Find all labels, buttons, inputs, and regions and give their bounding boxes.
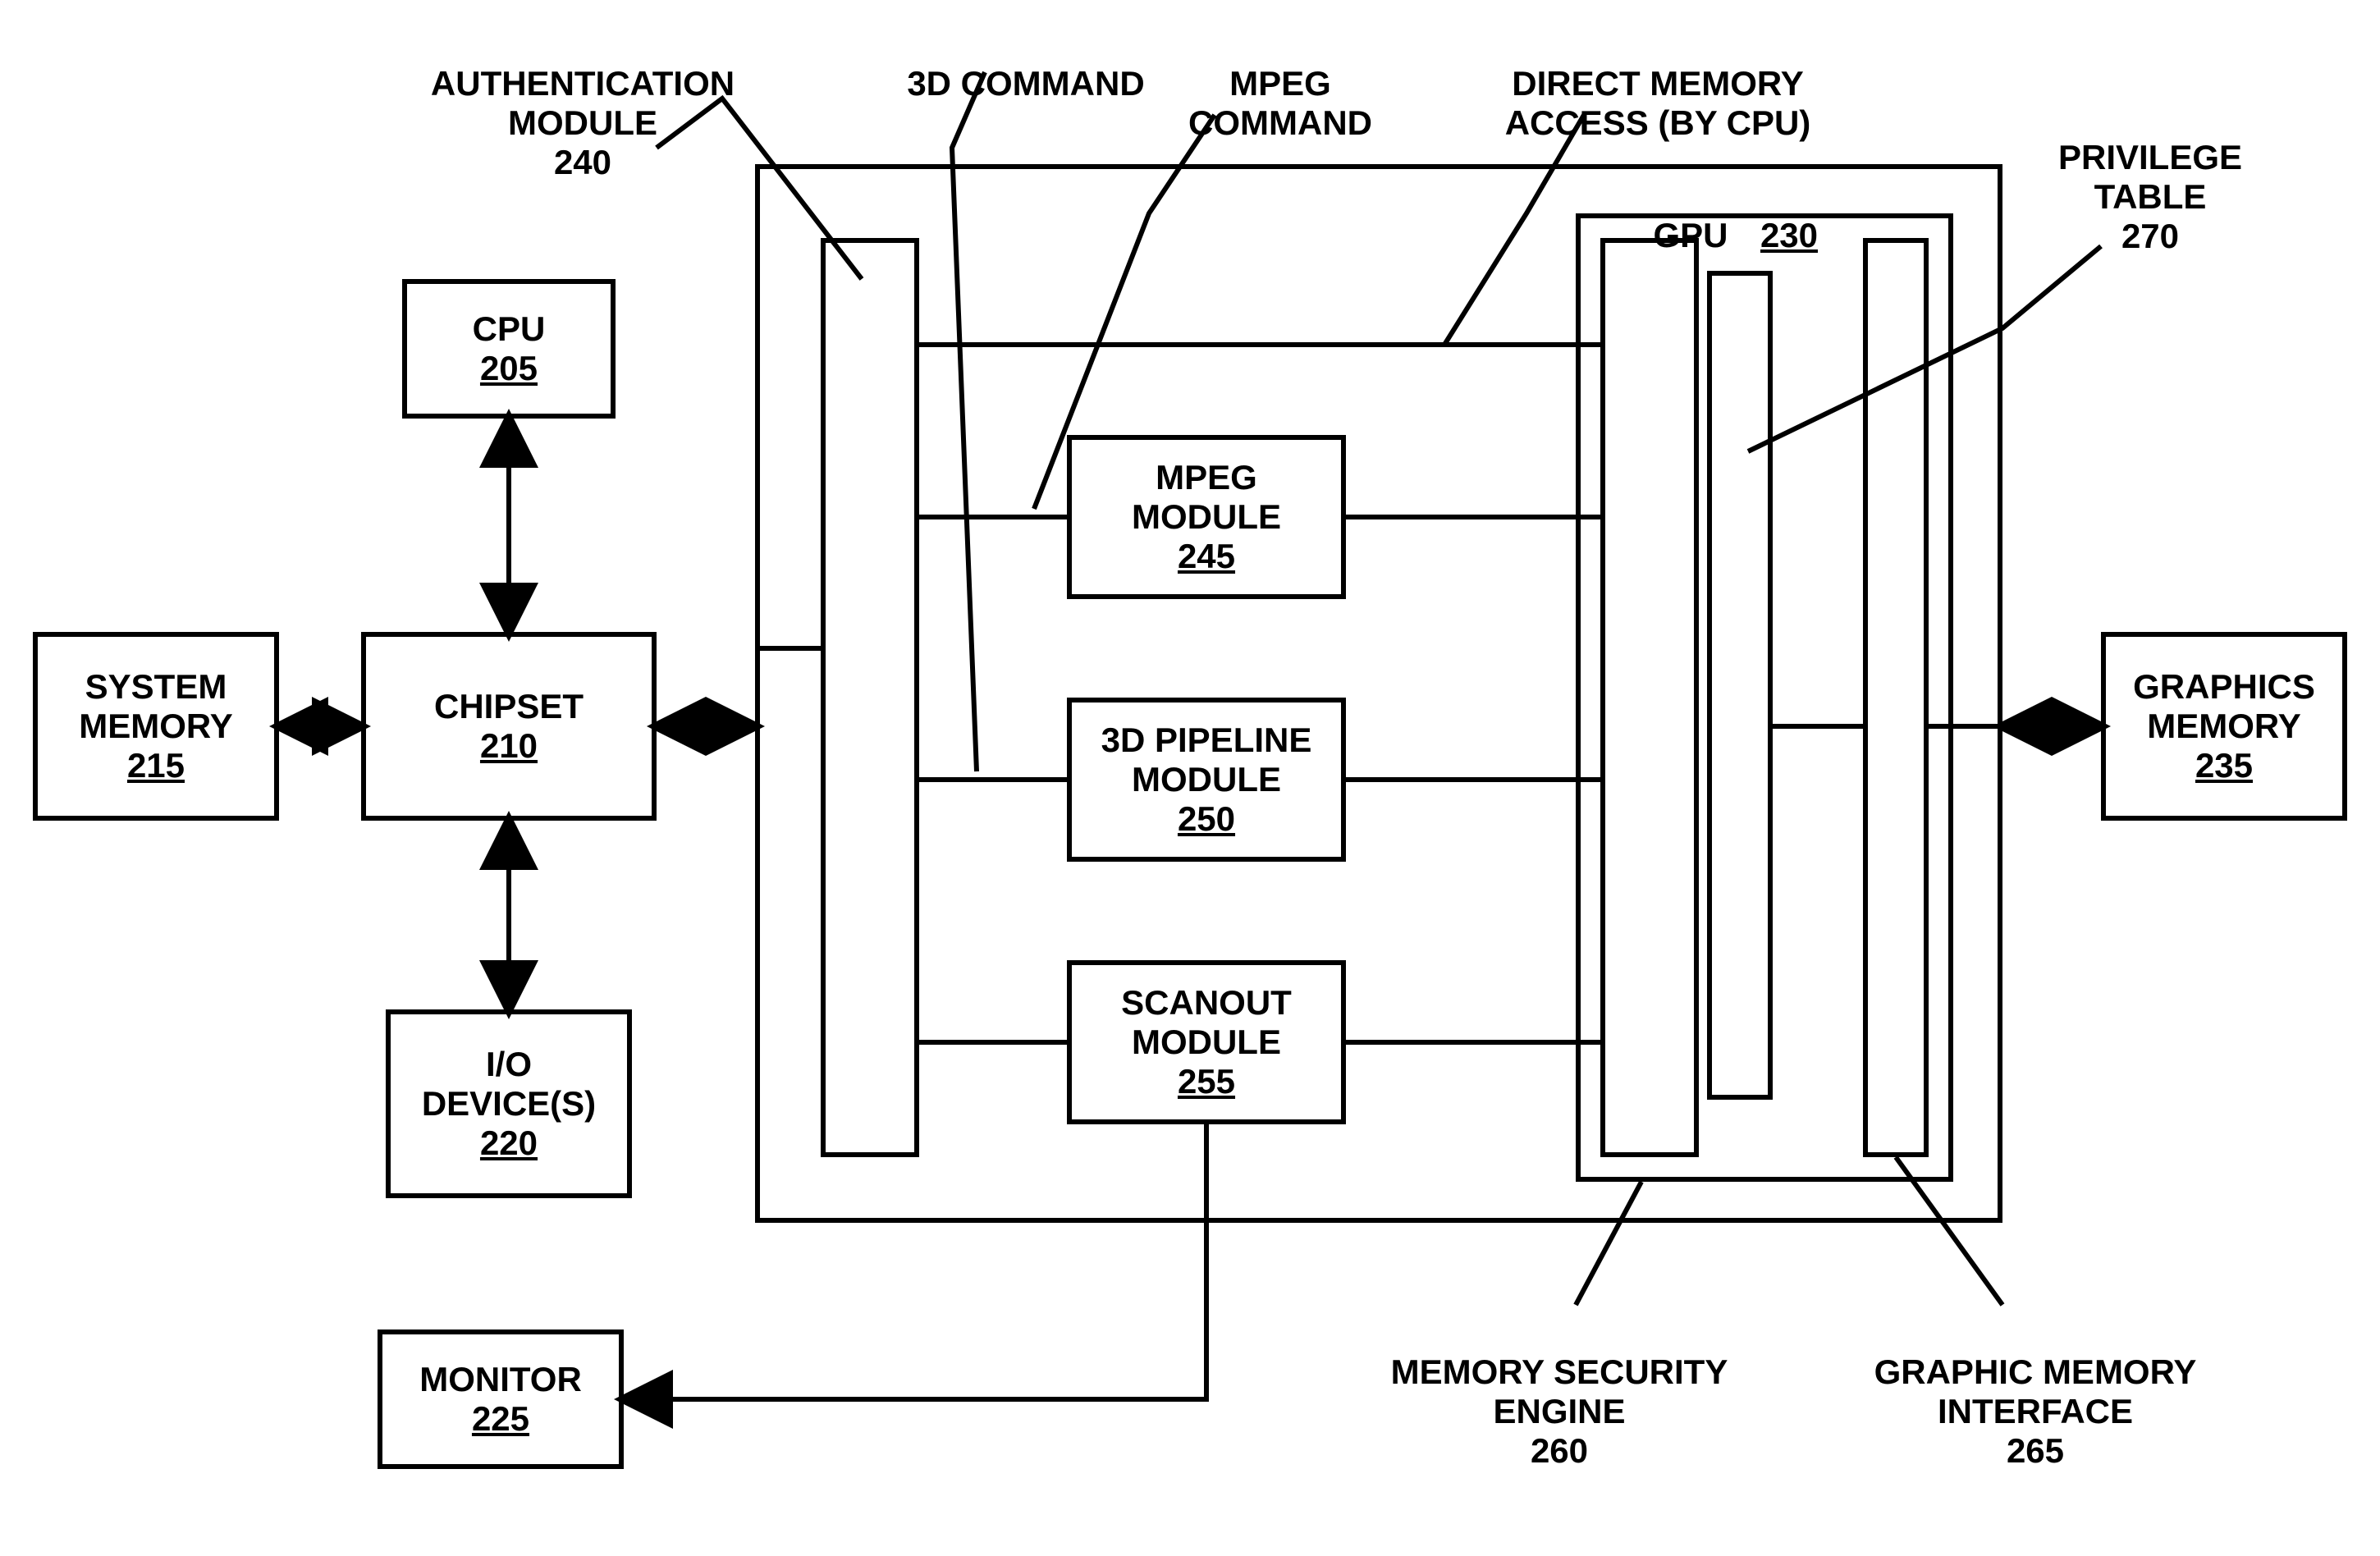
gmi-label: GRAPHIC MEMORY INTERFACE 265 xyxy=(1806,1313,2265,1471)
scanout-box: SCANOUT MODULE 255 xyxy=(1067,960,1346,1124)
pipe3d-title: 3D PIPELINE MODULE xyxy=(1101,721,1312,799)
privtbl-label: PRIVILEGE TABLE 270 xyxy=(2002,98,2298,256)
chipset-title: CHIPSET xyxy=(434,687,584,726)
gfxmem-num: 235 xyxy=(2195,746,2253,785)
privilege-table-bar xyxy=(1707,271,1773,1100)
dma-label-text: DIRECT MEMORY ACCESS (BY CPU) xyxy=(1505,64,1811,142)
monitor-title: MONITOR xyxy=(419,1360,582,1399)
sysmem-box: SYSTEM MEMORY 215 xyxy=(33,632,279,821)
monitor-box: MONITOR 225 xyxy=(378,1329,624,1469)
mse-bar xyxy=(1600,238,1699,1157)
gmi-label-text: GRAPHIC MEMORY INTERFACE 265 xyxy=(1874,1352,2197,1470)
gpu-num-label: 230 xyxy=(1748,176,1830,255)
cpu-title: CPU xyxy=(473,309,546,349)
monitor-num: 225 xyxy=(472,1399,529,1439)
mse-label-text: MEMORY SECURITY ENGINE 260 xyxy=(1391,1352,1728,1470)
privtbl-label-text: PRIVILEGE TABLE 270 xyxy=(2058,138,2242,255)
cmd3d-label-text: 3D COMMAND xyxy=(907,64,1144,103)
chipset-box: CHIPSET 210 xyxy=(361,632,657,821)
mpeg-box: MPEG MODULE 245 xyxy=(1067,435,1346,599)
pipe3d-num: 250 xyxy=(1178,799,1235,839)
gfxmem-box: GRAPHICS MEMORY 235 xyxy=(2101,632,2347,821)
mpeg-num: 245 xyxy=(1178,537,1235,576)
sysmem-title: SYSTEM MEMORY xyxy=(79,667,232,746)
cmd3d-label: 3D COMMAND xyxy=(862,25,1190,103)
auth-label-text: AUTHENTICATION MODULE 240 xyxy=(431,64,735,181)
io-title: I/O DEVICE(S) xyxy=(422,1045,596,1124)
gpu-num-text: 230 xyxy=(1760,216,1818,254)
gmi-bar xyxy=(1863,238,1929,1157)
mse-label: MEMORY SECURITY ENGINE 260 xyxy=(1330,1313,1789,1471)
mpeg-title: MPEG MODULE xyxy=(1132,458,1281,537)
auth-label: AUTHENTICATION MODULE 240 xyxy=(353,25,812,182)
chipset-num: 210 xyxy=(480,726,538,766)
cpu-num: 205 xyxy=(480,349,538,388)
cpu-box: CPU 205 xyxy=(402,279,616,419)
io-num: 220 xyxy=(480,1124,538,1163)
pipe3d-box: 3D PIPELINE MODULE 250 xyxy=(1067,698,1346,862)
sysmem-num: 215 xyxy=(127,746,185,785)
gfxmem-title: GRAPHICS MEMORY xyxy=(2133,667,2315,746)
cmdmpeg-label-text: MPEG COMMAND xyxy=(1188,64,1372,142)
gpu-label-text: GPU xyxy=(1653,216,1728,254)
dma-label: DIRECT MEMORY ACCESS (BY CPU) xyxy=(1453,25,1863,143)
scanout-title: SCANOUT MODULE xyxy=(1121,983,1292,1062)
gpu-label: GPU xyxy=(1650,176,1732,255)
diagram-canvas: CPU 205 CHIPSET 210 SYSTEM MEMORY 215 I/… xyxy=(0,0,2380,1556)
io-box: I/O DEVICE(S) 220 xyxy=(386,1009,632,1198)
scanout-num: 255 xyxy=(1178,1062,1235,1101)
cmdmpeg-label: MPEG COMMAND xyxy=(1149,25,1412,143)
auth-module-bar xyxy=(821,238,919,1157)
